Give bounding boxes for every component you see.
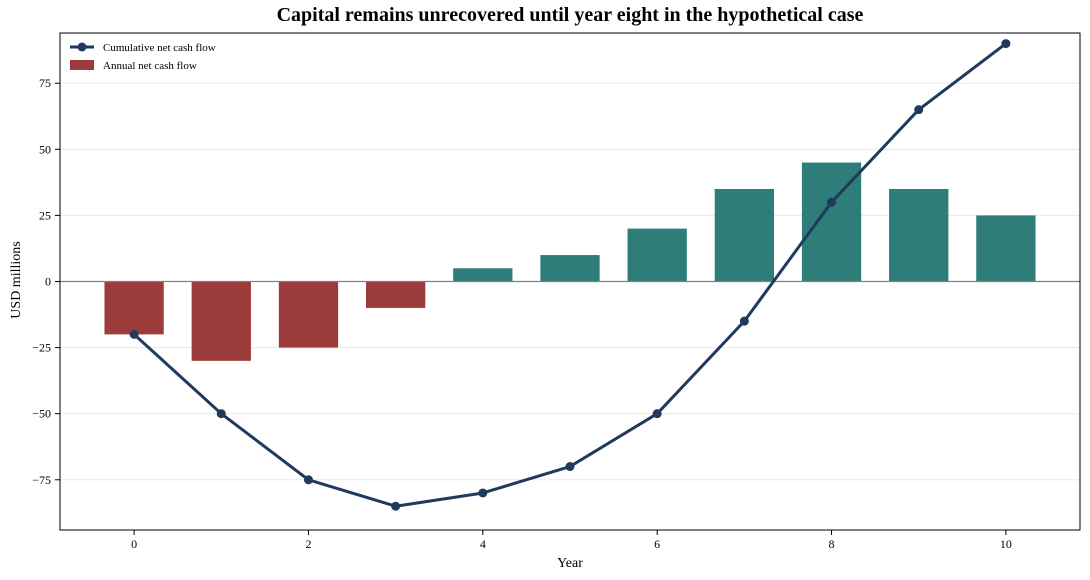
line-point <box>827 197 837 207</box>
legend-label: Annual net cash flow <box>103 60 197 72</box>
y-tick-label: 50 <box>39 142 51 156</box>
bar <box>627 228 687 282</box>
axes: −75 −50 −25 0 25 50 75 0 2 4 6 8 10 <box>32 32 1081 551</box>
line-point <box>216 409 226 419</box>
bar <box>104 281 164 335</box>
legend-bar-swatch <box>70 60 94 70</box>
line-point <box>914 105 924 115</box>
y-tick-label: −50 <box>32 407 51 421</box>
bar <box>889 188 949 282</box>
line-series <box>129 39 1011 511</box>
y-tick-label: −75 <box>32 473 51 487</box>
x-tick-label: 10 <box>1000 537 1012 551</box>
y-tick-label: 75 <box>39 76 51 90</box>
x-tick-label: 0 <box>131 537 137 551</box>
line-point <box>391 501 401 511</box>
bar <box>453 268 513 282</box>
line-point <box>478 488 488 498</box>
line-point <box>652 409 662 419</box>
legend-label: Cumulative net cash flow <box>103 42 216 54</box>
line-point <box>739 316 749 326</box>
x-tick-label: 2 <box>305 537 311 551</box>
bar-series <box>104 162 1036 361</box>
x-axis-label: Year <box>557 556 583 571</box>
line-point <box>565 462 575 472</box>
bar <box>714 188 774 282</box>
legend-line-marker <box>77 42 87 52</box>
bar <box>191 281 251 361</box>
y-tick-label: 25 <box>39 208 51 222</box>
line-point <box>129 329 139 339</box>
legend: Cumulative net cash flow Annual net cash … <box>70 42 216 72</box>
bar <box>366 281 426 308</box>
y-axis-label: USD millions <box>9 241 24 318</box>
x-tick-label: 6 <box>654 537 660 551</box>
chart-title: Capital remains unrecovered until year e… <box>276 4 864 26</box>
x-tick-label: 4 <box>480 537 486 551</box>
line-point <box>303 475 313 485</box>
x-tick-label: 8 <box>829 537 835 551</box>
line-point <box>1001 39 1011 49</box>
bar <box>540 255 600 282</box>
y-tick-label: −25 <box>32 341 51 355</box>
y-tick-label: 0 <box>45 275 51 289</box>
bar <box>278 281 339 348</box>
bar <box>976 215 1036 282</box>
